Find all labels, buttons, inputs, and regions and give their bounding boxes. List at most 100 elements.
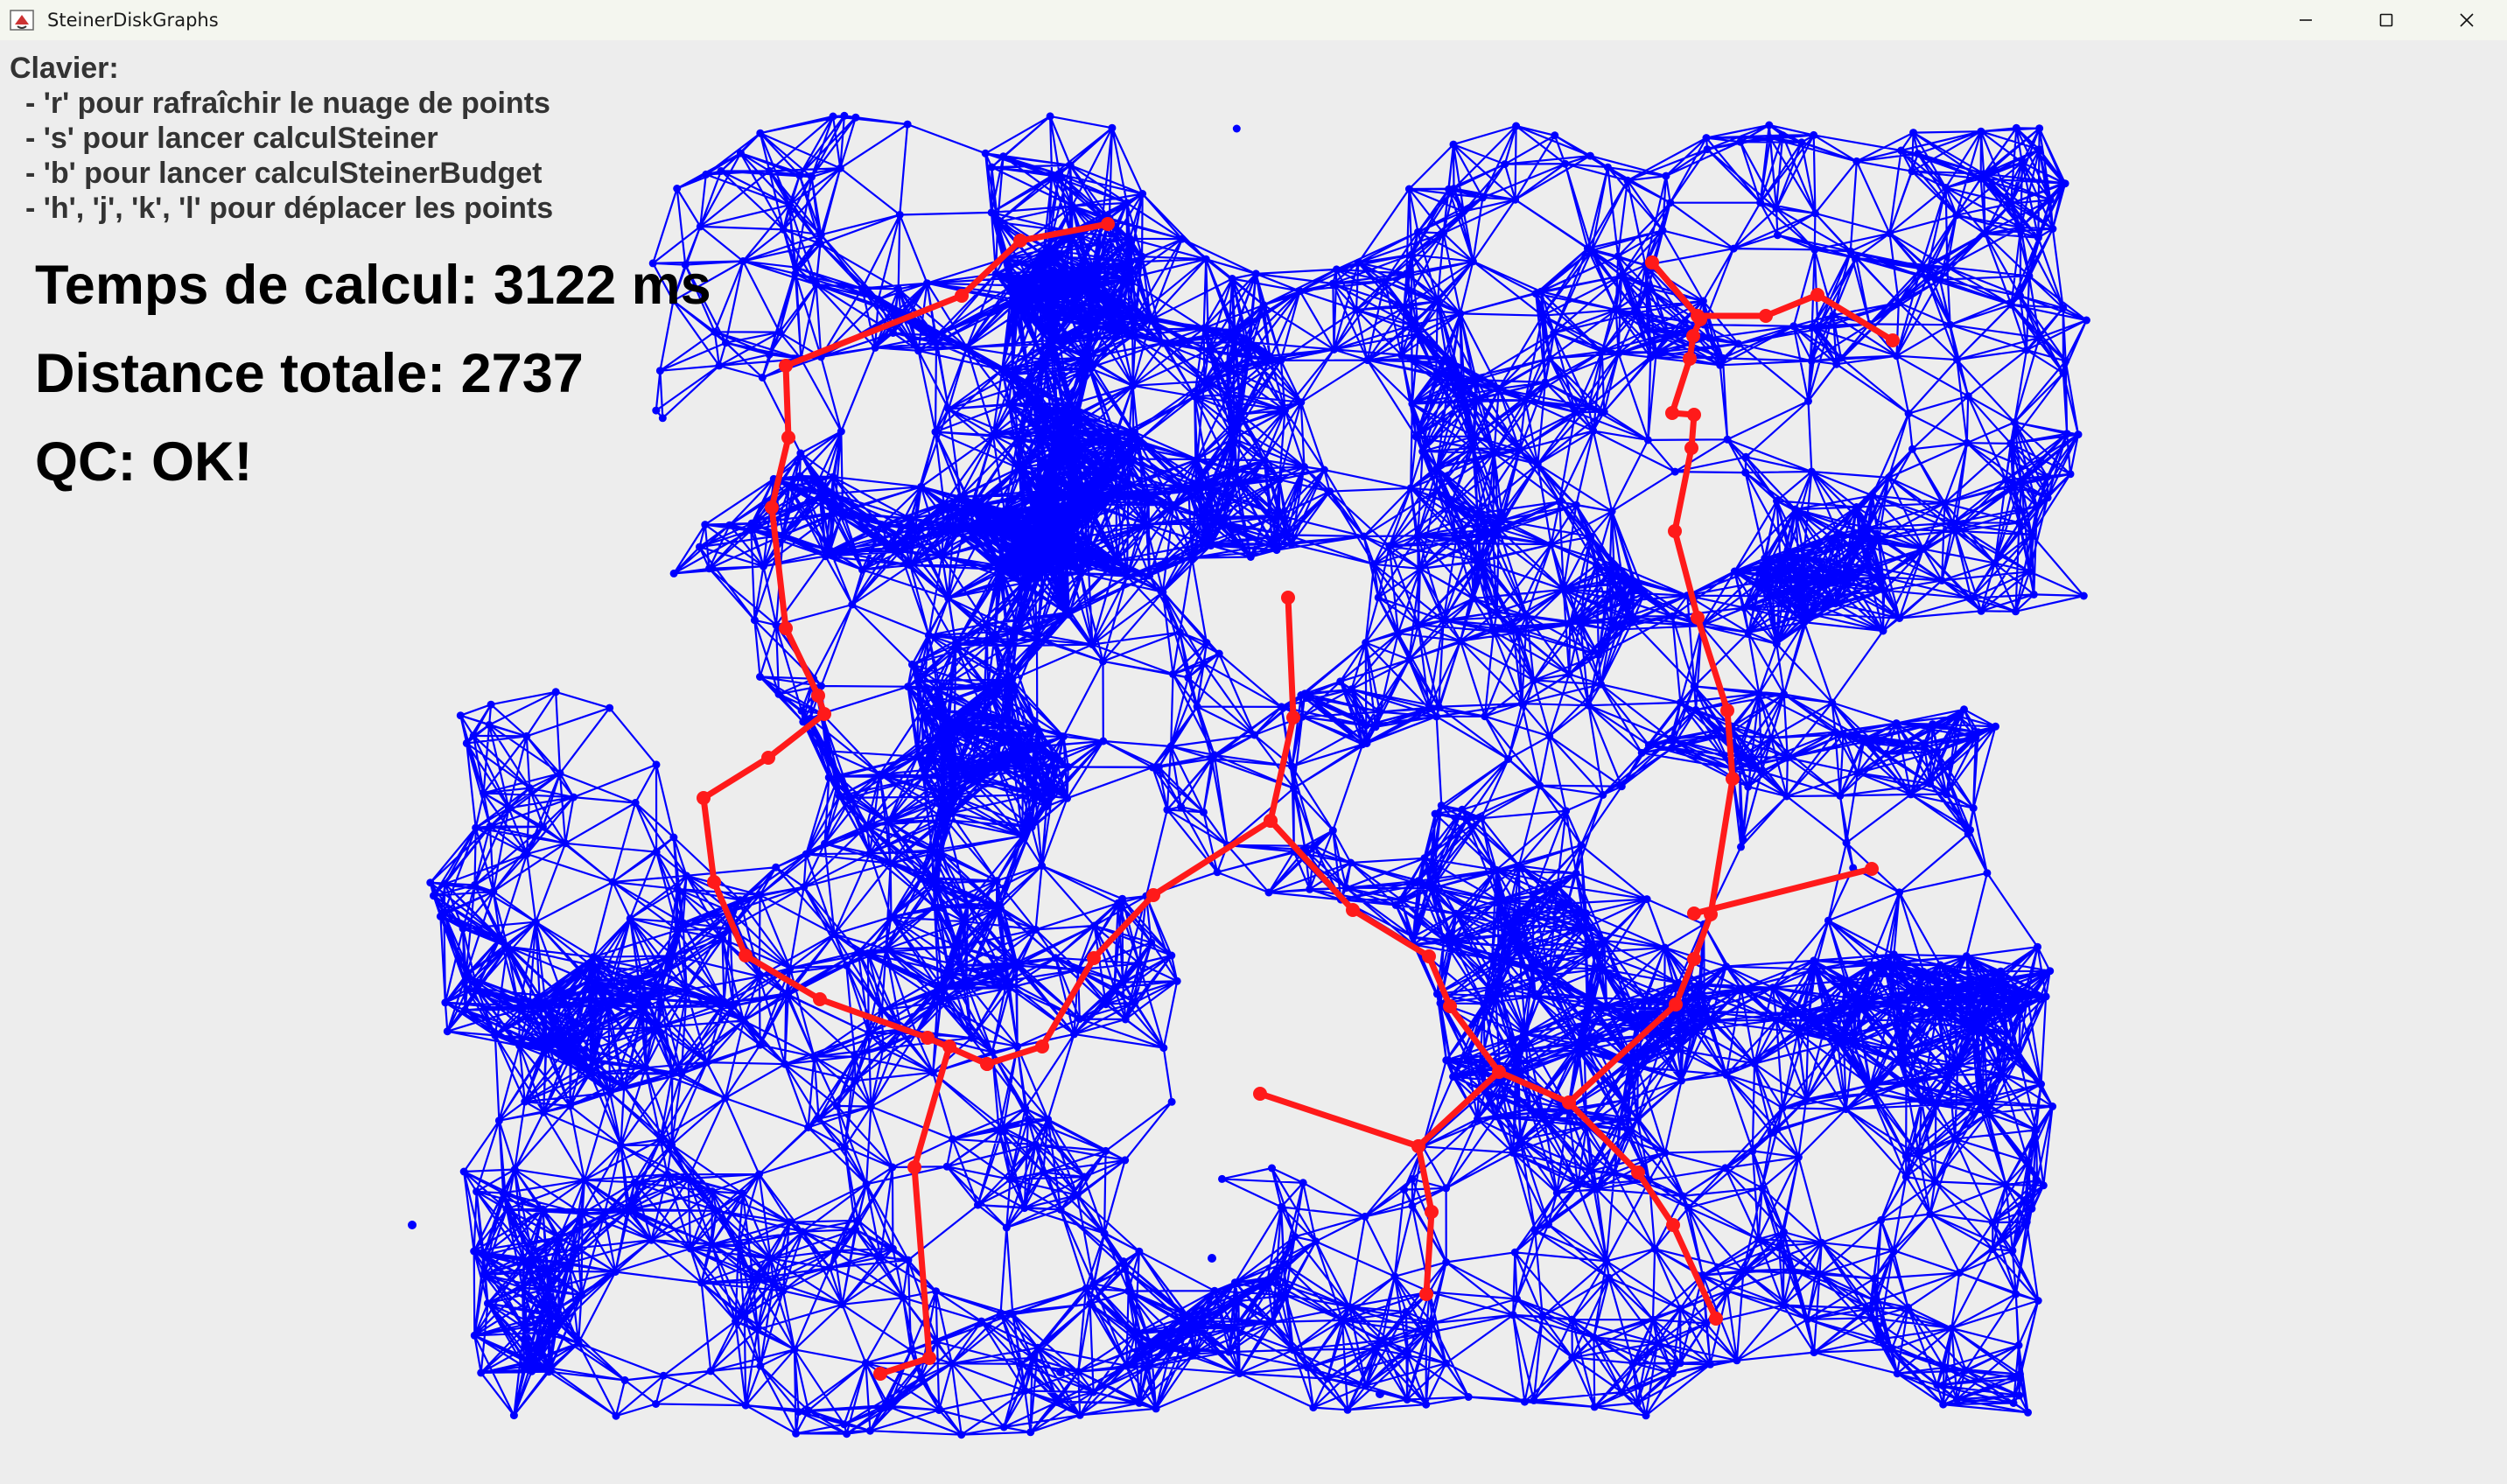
- graph-node: [408, 1221, 417, 1229]
- graph-node: [1576, 619, 1585, 627]
- graph-node: [1741, 452, 1750, 461]
- graph-node: [520, 1323, 529, 1332]
- graph-node: [962, 978, 970, 987]
- graph-node: [1666, 734, 1675, 743]
- graph-node: [1472, 375, 1481, 384]
- graph-node: [798, 1228, 807, 1236]
- graph-node: [1538, 1312, 1547, 1321]
- graph-node: [829, 472, 837, 481]
- graph-node: [1061, 295, 1069, 304]
- title-bar[interactable]: SteinerDiskGraphs: [0, 0, 2507, 40]
- graph-node: [1251, 270, 1260, 278]
- graph-node: [1463, 1054, 1472, 1062]
- graph-node: [823, 746, 832, 755]
- graph-node: [862, 1180, 871, 1188]
- graph-node: [1432, 371, 1440, 380]
- graph-node: [732, 1317, 740, 1326]
- graph-node: [2015, 1391, 2024, 1400]
- graph-node: [1517, 699, 1526, 708]
- graph-node: [2059, 304, 2068, 312]
- graph-node: [1502, 956, 1509, 964]
- graph-node: [866, 1102, 875, 1111]
- graph-node: [797, 706, 806, 715]
- graph-node: [1767, 1129, 1775, 1138]
- graph-node: [683, 872, 690, 880]
- graph-node: [1173, 976, 1181, 985]
- graph-node: [1533, 460, 1542, 468]
- graph-node: [1289, 1346, 1298, 1354]
- graph-node: [531, 918, 540, 927]
- graph-node: [2033, 1176, 2041, 1185]
- graph-node: [1866, 961, 1874, 970]
- graph-node: [1617, 1388, 1626, 1396]
- graph-node: [494, 1116, 503, 1125]
- minimize-button[interactable]: [2265, 0, 2346, 40]
- graph-node: [736, 896, 745, 905]
- steiner-tree-node: [1645, 256, 1659, 270]
- graph-node: [1908, 986, 1916, 995]
- graph-node: [1063, 426, 1072, 435]
- graph-node: [1175, 628, 1184, 637]
- graph-node: [1056, 1205, 1065, 1214]
- graph-node: [1163, 805, 1172, 814]
- graph-node: [1841, 976, 1850, 985]
- graph-node: [491, 1031, 500, 1040]
- graph-node: [1287, 540, 1296, 549]
- graph-node: [755, 972, 764, 981]
- graph-node: [529, 1255, 537, 1264]
- graph-node: [2046, 967, 2055, 976]
- graph-node: [785, 483, 794, 491]
- graph-node: [1075, 1015, 1084, 1023]
- graph-node: [944, 405, 953, 413]
- graph-node: [765, 166, 774, 175]
- graph-node: [946, 809, 955, 817]
- graph-node: [1185, 1323, 1194, 1332]
- graph-node: [1916, 264, 1925, 273]
- graph-node: [1698, 1270, 1707, 1279]
- graph-node: [967, 1033, 976, 1042]
- graph-node: [641, 1063, 650, 1072]
- graph-node: [1879, 573, 1887, 581]
- graph-node: [1013, 434, 1022, 443]
- graph-node: [1866, 1081, 1874, 1089]
- graph-node: [1739, 835, 1747, 844]
- steiner-tree-node: [1101, 217, 1115, 231]
- graph-node: [1649, 1315, 1657, 1324]
- graph-node: [950, 793, 959, 802]
- graph-node: [1202, 639, 1211, 647]
- graph-node: [681, 261, 690, 270]
- graph-node: [1054, 1397, 1062, 1406]
- graph-node: [1572, 869, 1580, 878]
- graph-node: [1145, 491, 1152, 500]
- graph-node: [487, 700, 495, 709]
- graph-node: [1493, 608, 1502, 616]
- graph-node: [1058, 444, 1067, 452]
- steiner-tree-node: [1691, 611, 1705, 625]
- graph-node: [1988, 998, 1997, 1006]
- maximize-button[interactable]: [2346, 0, 2426, 40]
- graph-node: [1473, 509, 1481, 518]
- graph-node: [1980, 229, 1989, 238]
- graph-node: [1348, 685, 1355, 694]
- graph-node: [843, 1430, 851, 1438]
- graph-node: [1943, 262, 1951, 271]
- graph-node: [1046, 112, 1054, 121]
- graph-node: [990, 634, 998, 643]
- graph-node: [477, 1368, 486, 1377]
- graph-node: [1208, 1254, 1216, 1263]
- graph-node: [916, 1374, 925, 1382]
- graph-node: [1138, 252, 1146, 261]
- graph-node: [462, 738, 471, 747]
- graph-node: [1397, 351, 1406, 360]
- close-button[interactable]: [2426, 0, 2507, 40]
- graph-node: [1394, 629, 1403, 638]
- graph-node: [1085, 364, 1094, 373]
- graph-node: [1828, 698, 1837, 707]
- graph-node: [1296, 287, 1304, 296]
- graph-node: [2082, 316, 2090, 325]
- graph-node: [2012, 607, 2020, 616]
- graph-node: [1055, 170, 1064, 178]
- graph-node: [599, 997, 608, 1005]
- graph-node: [1129, 427, 1138, 436]
- graph-node: [1152, 1404, 1160, 1413]
